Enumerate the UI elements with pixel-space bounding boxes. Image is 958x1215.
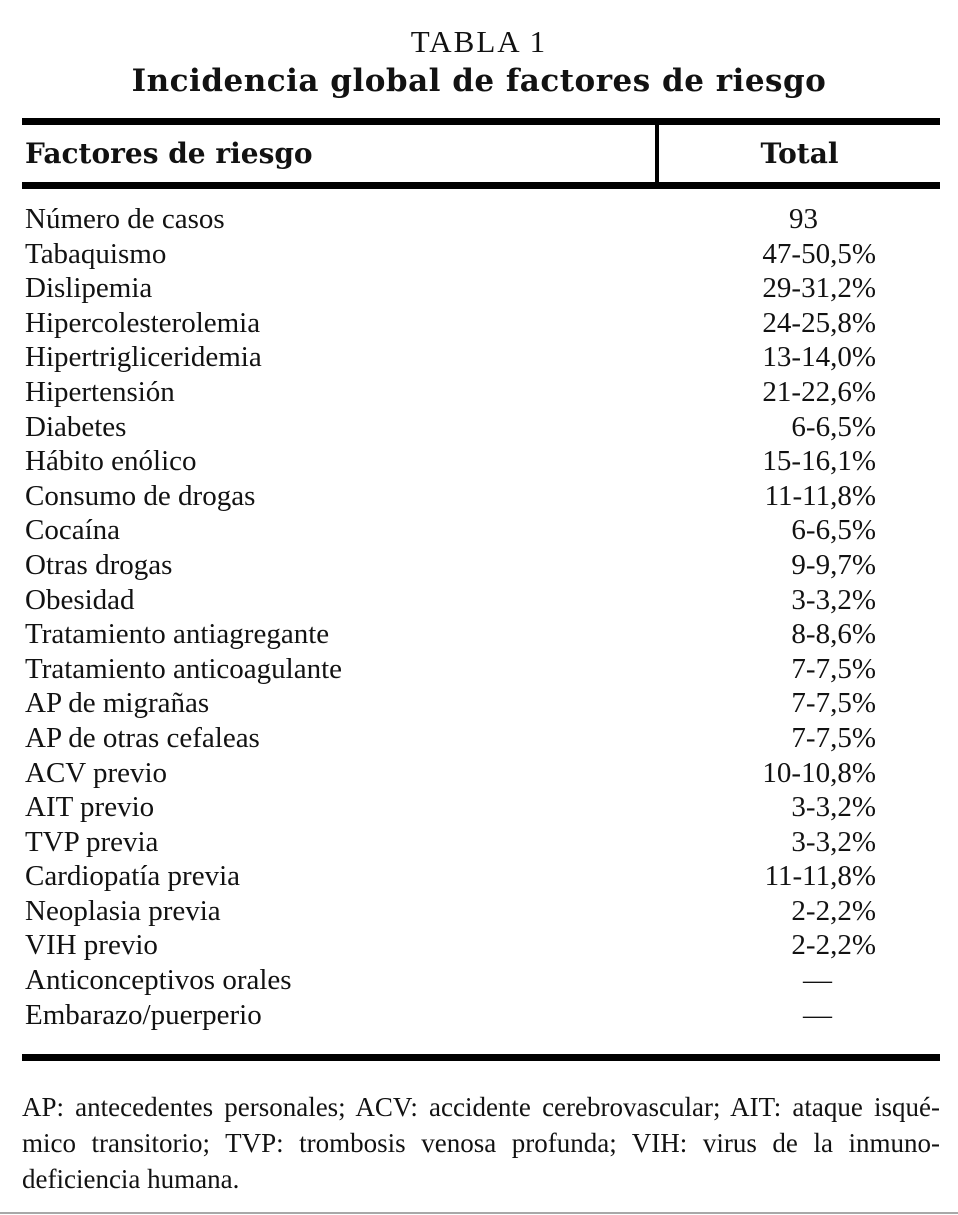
footnote-line: AP: antecedentes personales; ACV: accide… <box>22 1092 940 1123</box>
row-label: VIH previo <box>25 929 158 962</box>
row-value: 21-22,6% <box>762 375 876 408</box>
row-value: 6-6,5% <box>791 410 876 443</box>
row-label: Obesidad <box>25 583 135 616</box>
risk-factors-table: Factores de riesgo Total Número de casos… <box>22 118 940 1062</box>
footnote-line: mico transitorio; TVP: trombosis venosa … <box>22 1128 940 1159</box>
table-row: Hábito enólico 15-16,1% <box>22 444 940 479</box>
table-row: Embarazo/puerperio — <box>22 998 940 1033</box>
row-label: AIT previo <box>25 791 155 824</box>
table-row: AP de otras cefaleas 7-7,5% <box>22 721 940 756</box>
header-rule <box>22 182 940 189</box>
row-value: 47-50,5% <box>762 237 876 270</box>
table-row: Diabetes 6-6,5% <box>22 410 940 445</box>
row-value: 7-7,5% <box>791 721 876 754</box>
table-number: TABLA 1 <box>410 24 548 59</box>
table-header-row: Factores de riesgo Total <box>22 125 940 182</box>
table-row: AIT previo 3-3,2% <box>22 790 940 825</box>
row-value: 11-11,8% <box>764 860 876 893</box>
row-label: Neoplasia previa <box>25 894 221 927</box>
footnote-line: deficiencia humana. <box>22 1164 240 1195</box>
row-label: Hábito enólico <box>25 445 197 478</box>
row-label: Cardiopatía previa <box>25 860 240 893</box>
row-label: Anticonceptivos orales <box>25 964 292 997</box>
row-label: TVP previa <box>25 825 159 858</box>
table-row: TVP previa 3-3,2% <box>22 825 940 860</box>
scanned-paper-table: TABLA 1 Incidencia global de factores de… <box>0 24 958 1215</box>
row-value: 11-11,8% <box>764 479 876 512</box>
table-row: Hipertrigliceridemia 13-14,0% <box>22 340 940 375</box>
bottom-rule <box>22 1054 940 1062</box>
table-row: Cocaína 6-6,5% <box>22 513 940 548</box>
row-value: 10-10,8% <box>762 756 876 789</box>
row-label: Consumo de drogas <box>25 479 256 512</box>
row-value: 93 <box>789 203 818 235</box>
row-value: 13-14,0% <box>762 341 876 374</box>
column-header-total: Total <box>760 137 839 170</box>
table-row: VIH previo 2-2,2% <box>22 928 940 963</box>
row-value: 3-3,2% <box>791 583 876 616</box>
row-value: 24-25,8% <box>762 306 876 339</box>
table-row: Anticonceptivos orales — <box>22 963 940 998</box>
table-row: ACV previo 10-10,8% <box>22 756 940 791</box>
row-value: 15-16,1% <box>762 445 876 478</box>
table-row: Otras drogas 9-9,7% <box>22 548 940 583</box>
table-row: Tratamiento anticoagulante 7-7,5% <box>22 652 940 687</box>
table-body: Número de casos 93 Tabaquismo 47-50,5% D… <box>22 189 940 1032</box>
row-value: 7-7,5% <box>791 652 876 685</box>
table-row: Cardiopatía previa 11-11,8% <box>22 859 940 894</box>
table-row: Dislipemia 29-31,2% <box>22 271 940 306</box>
row-value: 2-2,2% <box>791 894 876 927</box>
row-label: Embarazo/puerperio <box>25 998 262 1031</box>
row-value: 6-6,5% <box>791 514 876 547</box>
row-label: Tratamiento anticoagulante <box>25 652 343 685</box>
row-value: 7-7,5% <box>791 687 876 720</box>
row-label: AP de otras cefaleas <box>25 721 260 754</box>
table-row: Obesidad 3-3,2% <box>22 583 940 618</box>
row-label: ACV previo <box>25 756 168 789</box>
row-value: — <box>803 964 832 997</box>
row-label: Hipertensión <box>25 375 175 408</box>
table-row: Hipercolesterolemia 24-25,8% <box>22 306 940 341</box>
row-label: Otras drogas <box>25 548 173 581</box>
row-label: Tabaquismo <box>25 237 167 270</box>
row-value: 2-2,2% <box>791 929 876 962</box>
row-value: — <box>803 998 832 1031</box>
row-label: Diabetes <box>25 410 127 443</box>
table-footnote: AP: antecedentes personales; ACV: accide… <box>22 1089 940 1197</box>
row-value: 9-9,7% <box>791 548 876 581</box>
row-label: Hipercolesterolemia <box>25 306 261 339</box>
table-row: Número de casos 93 <box>22 202 940 237</box>
table-row: AP de migrañas 7-7,5% <box>22 686 940 721</box>
column-divider <box>655 125 659 182</box>
top-rule <box>22 118 940 125</box>
row-label: Dislipemia <box>25 272 153 305</box>
page-edge-line <box>0 1212 958 1214</box>
row-label: Número de casos <box>25 203 225 235</box>
row-label: Cocaína <box>25 514 121 547</box>
row-label: AP de migrañas <box>25 687 210 720</box>
column-header-factores: Factores de riesgo <box>25 137 313 170</box>
row-value: 3-3,2% <box>791 825 876 858</box>
row-label: Tratamiento antiagregante <box>25 618 330 651</box>
row-value: 29-31,2% <box>762 272 876 305</box>
table-row: Tratamiento antiagregante 8-8,6% <box>22 617 940 652</box>
table-row: Consumo de drogas 11-11,8% <box>22 479 940 514</box>
row-value: 8-8,6% <box>791 618 876 651</box>
row-label: Hipertrigliceridemia <box>25 341 262 374</box>
table-title: Incidencia global de factores de riesgo <box>131 63 827 99</box>
table-row: Neoplasia previa 2-2,2% <box>22 894 940 929</box>
table-row: Hipertensión 21-22,6% <box>22 375 940 410</box>
table-row: Tabaquismo 47-50,5% <box>22 237 940 272</box>
row-value: 3-3,2% <box>791 791 876 824</box>
